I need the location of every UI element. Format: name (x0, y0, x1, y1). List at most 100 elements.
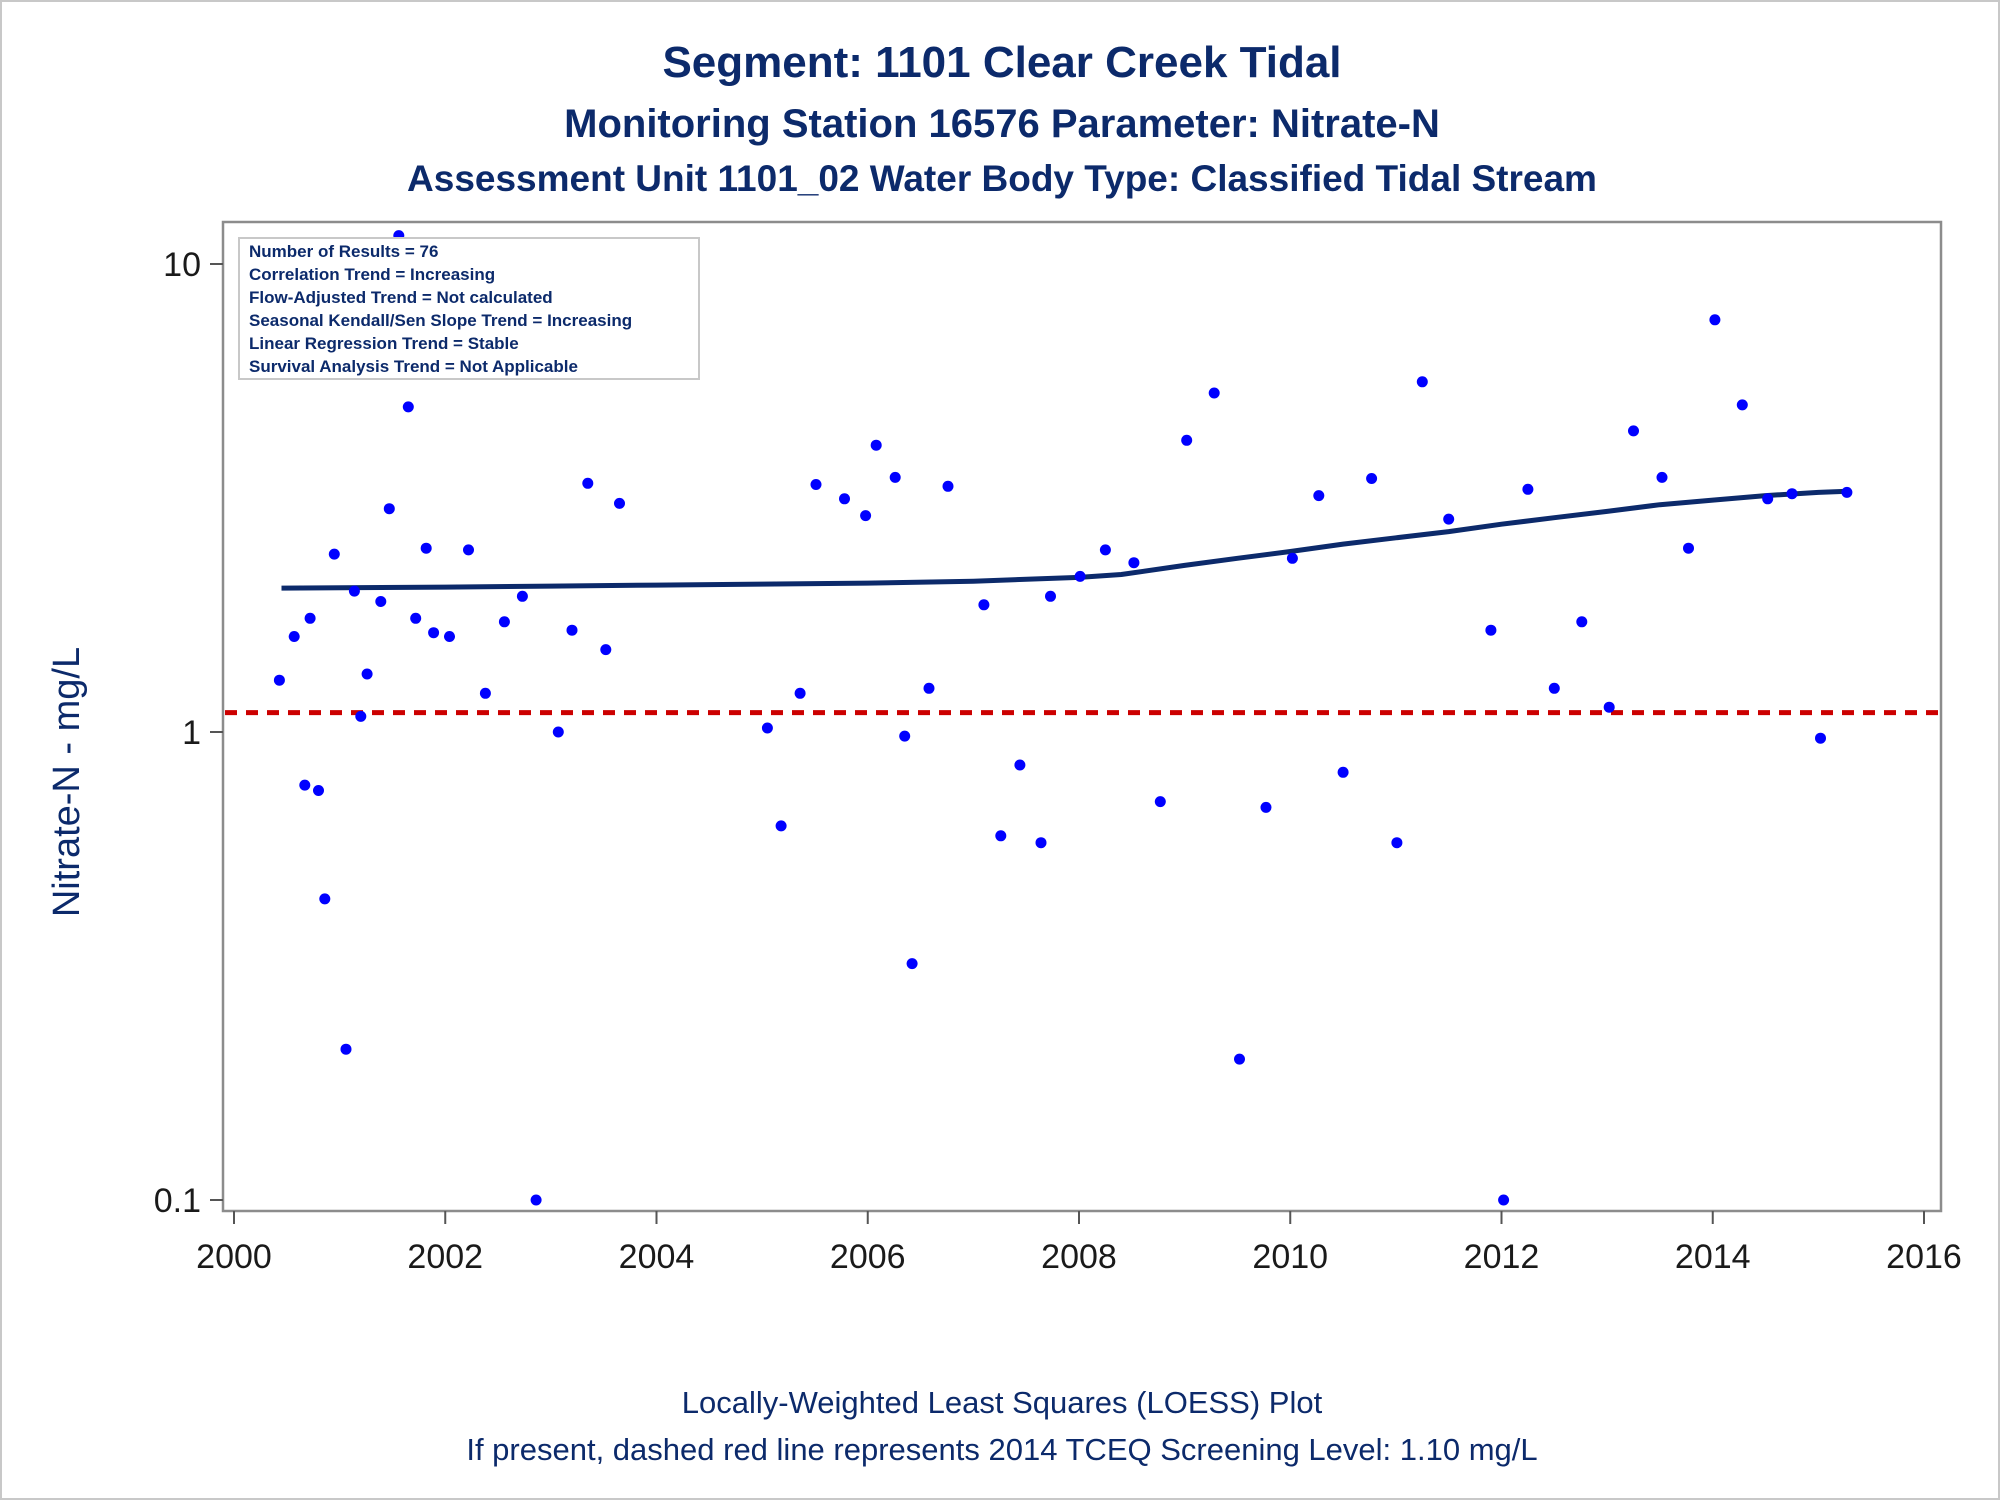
data-point (1603, 701, 1615, 713)
data-point (839, 493, 850, 505)
data-point (1656, 471, 1668, 483)
data-point (273, 674, 285, 686)
data-point (794, 687, 806, 699)
data-point (402, 401, 414, 413)
data-point (420, 542, 432, 554)
data-point (1074, 570, 1086, 582)
stats-line: Correlation Trend = Increasing (249, 265, 495, 284)
axes-layer: 2000 2002 2004 2006 2008 2010 2012 2014 2016 0.1 1… (154, 220, 1962, 1276)
data-point (348, 585, 360, 597)
stats-line: Number of Results = 76 (249, 242, 438, 261)
x-tick-label: 2010 (1252, 1238, 1328, 1276)
data-point (1498, 1194, 1510, 1206)
data-point (1628, 425, 1639, 437)
data-point (444, 631, 455, 642)
stats-box: Number of Results = 76 Correlation Trend… (238, 237, 700, 380)
data-point (1576, 616, 1588, 628)
data-point (1841, 486, 1853, 498)
data-point (582, 477, 594, 489)
chart-title: Segment: 1101 Clear Creek Tidal (662, 38, 1342, 87)
data-point (1337, 766, 1349, 778)
data-point (313, 785, 324, 796)
data-point (1035, 837, 1047, 849)
data-point (995, 830, 1007, 842)
data-point (288, 631, 300, 642)
data-point (1099, 544, 1111, 556)
data-point (1181, 434, 1193, 446)
data-point (775, 820, 787, 832)
data-point (355, 710, 367, 722)
stats-box-border (238, 237, 700, 380)
data-point (566, 624, 578, 636)
data-point (516, 590, 528, 602)
data-point (1683, 542, 1694, 554)
data-point (1154, 796, 1166, 808)
data-point (1786, 488, 1798, 500)
x-tick-label: 2016 (1886, 1238, 1962, 1276)
x-tick-label: 2014 (1675, 1238, 1751, 1276)
data-point (614, 497, 625, 509)
y-axis-label: Nitrate-N - mg/L (46, 647, 88, 917)
data-point (361, 668, 373, 680)
data-point (923, 682, 935, 694)
data-point (870, 439, 882, 451)
data-point (299, 779, 311, 791)
data-point (761, 722, 773, 734)
data-point (942, 480, 954, 492)
data-point (410, 612, 422, 624)
stats-line: Linear Regression Trend = Stable (249, 334, 519, 353)
data-point (899, 730, 911, 742)
data-point (1736, 399, 1748, 411)
x-tick-label: 2002 (407, 1238, 483, 1276)
data-point (1366, 473, 1378, 484)
data-point (1443, 513, 1455, 525)
data-point (1416, 376, 1428, 388)
chart-subtitle-2: Assessment Unit 1101_02 Water Body Type:… (407, 158, 1597, 199)
x-tick-label: 2012 (1464, 1238, 1540, 1276)
data-point (1548, 682, 1560, 694)
x-tick-label: 2000 (196, 1238, 272, 1276)
data-point (1815, 732, 1826, 744)
data-point (1485, 624, 1497, 636)
data-point (319, 893, 331, 905)
x-tick-label: 2004 (619, 1238, 695, 1276)
data-point (1128, 557, 1140, 569)
data-point (860, 510, 872, 522)
stats-line: Seasonal Kendall/Sen Slope Trend = Incre… (249, 311, 632, 330)
points-layer (273, 230, 1853, 1206)
data-point (479, 687, 491, 699)
stats-line: Flow-Adjusted Trend = Not calculated (249, 288, 553, 307)
stats-line: Survival Analysis Trend = Not Applicable (249, 357, 578, 376)
data-point (304, 612, 316, 624)
data-point (383, 503, 395, 515)
data-point (1391, 837, 1403, 849)
footnote-screening: If present, dashed red line represents 2… (466, 1432, 1538, 1467)
chart-subtitle: Monitoring Station 16576 Parameter: Nitr… (564, 102, 1440, 146)
data-point (889, 471, 901, 483)
footnote-loess: Locally-Weighted Least Squares (LOESS) P… (681, 1385, 1323, 1420)
data-point (375, 596, 387, 607)
y-tick-label: 0.1 (154, 1182, 201, 1220)
data-point (428, 627, 440, 639)
data-point (1234, 1053, 1245, 1065)
data-point (340, 1043, 352, 1055)
loess-line (281, 488, 1849, 591)
data-point (463, 544, 474, 556)
y-tick-label: 1 (182, 714, 201, 752)
data-point (1014, 759, 1026, 771)
data-point (1260, 801, 1272, 813)
data-point (1709, 314, 1721, 326)
data-point (1313, 490, 1325, 502)
data-point (1522, 483, 1534, 495)
y-tick-label: 10 (163, 246, 201, 284)
data-point (1286, 552, 1298, 564)
data-point (328, 548, 340, 560)
data-point (810, 479, 822, 490)
plot-area-border (221, 220, 1943, 1213)
data-point (498, 616, 510, 628)
data-point (530, 1194, 542, 1206)
data-point (978, 599, 990, 611)
data-point (552, 726, 564, 738)
